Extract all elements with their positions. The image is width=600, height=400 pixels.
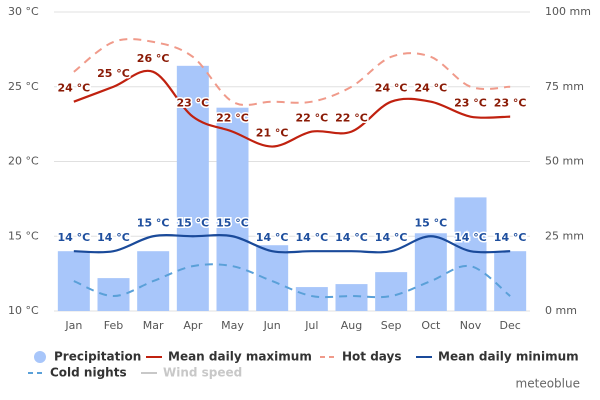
x-tick-label: Mar — [143, 319, 164, 332]
data-label: 24 °C — [414, 82, 447, 95]
x-tick-label: Aug — [341, 319, 362, 332]
data-label: 22 °C — [335, 112, 368, 125]
bar — [57, 251, 90, 311]
legend-label: Precipitation — [54, 350, 141, 364]
legend-label: Mean daily minimum — [438, 350, 579, 364]
data-label: 22 °C — [216, 112, 249, 125]
data-label: 14 °C — [97, 231, 130, 244]
y2-tick-label: 100 mm — [545, 5, 591, 18]
x-tick-label: May — [221, 319, 244, 332]
x-tick-label: Apr — [183, 319, 203, 332]
data-label: 25 °C — [97, 67, 130, 80]
data-label: 24 °C — [57, 82, 90, 95]
data-label: 14 °C — [57, 231, 90, 244]
data-label: 15 °C — [414, 216, 447, 229]
x-tick-label: Jun — [263, 319, 281, 332]
y2-tick-label: 75 mm — [545, 80, 584, 93]
legend-swatch — [34, 351, 46, 363]
y-tick-label: 20 °C — [8, 155, 39, 168]
x-tick-label: Oct — [421, 319, 441, 332]
legend-label: Cold nights — [50, 366, 127, 380]
line — [73, 69, 511, 148]
credit: meteoblue — [516, 377, 580, 391]
data-label: 24 °C — [375, 82, 408, 95]
legend-label: Wind speed — [163, 366, 242, 380]
line — [73, 38, 511, 106]
data-label: 14 °C — [454, 231, 487, 244]
y-tick-label: 15 °C — [8, 229, 39, 242]
legend-item: Cold nights — [28, 366, 127, 380]
x-tick-label: Dec — [500, 319, 521, 332]
data-label: 26 °C — [137, 52, 170, 65]
data-label: 15 °C — [137, 216, 170, 229]
bar — [216, 107, 249, 312]
data-label: 14 °C — [295, 231, 328, 244]
y-tick-label: 25 °C — [8, 80, 39, 93]
legend-item: Wind speed — [141, 366, 242, 380]
x-tick-label: Sep — [381, 319, 402, 332]
data-label: 14 °C — [335, 231, 368, 244]
data-label: 23 °C — [454, 97, 487, 110]
bar — [414, 233, 447, 311]
line — [73, 234, 511, 254]
data-label: 14 °C — [494, 231, 527, 244]
bar — [494, 251, 527, 311]
y2-tick-label: 25 mm — [545, 229, 584, 242]
data-label: 21 °C — [256, 127, 289, 140]
legend-item: Precipitation — [34, 350, 141, 364]
x-tick-label: Jan — [64, 319, 82, 332]
bar — [256, 245, 289, 311]
y-tick-label: 10 °C — [8, 304, 39, 317]
legend-item: Mean daily maximum — [146, 350, 312, 364]
bar — [454, 197, 487, 311]
x-tick-label: Feb — [104, 319, 123, 332]
data-label: 14 °C — [375, 231, 408, 244]
bar — [375, 272, 408, 311]
legend-item: Hot days — [320, 350, 401, 364]
data-label: 14 °C — [256, 231, 289, 244]
x-tick-label: Nov — [460, 319, 482, 332]
data-label: 15 °C — [176, 216, 209, 229]
legend-item: Mean daily minimum — [416, 350, 579, 364]
y2-tick-label: 0 mm — [545, 304, 577, 317]
legend-label: Hot days — [342, 350, 401, 364]
y-tick-label: 30 °C — [8, 5, 39, 18]
legend-label: Mean daily maximum — [168, 350, 312, 364]
data-label: 22 °C — [295, 112, 328, 125]
line — [73, 263, 511, 299]
data-label: 15 °C — [216, 216, 249, 229]
bar — [295, 287, 328, 311]
bar — [335, 284, 368, 311]
data-label: 23 °C — [176, 97, 209, 110]
data-label: 23 °C — [494, 97, 527, 110]
x-tick-label: Jul — [304, 319, 318, 332]
y2-tick-label: 50 mm — [545, 155, 584, 168]
